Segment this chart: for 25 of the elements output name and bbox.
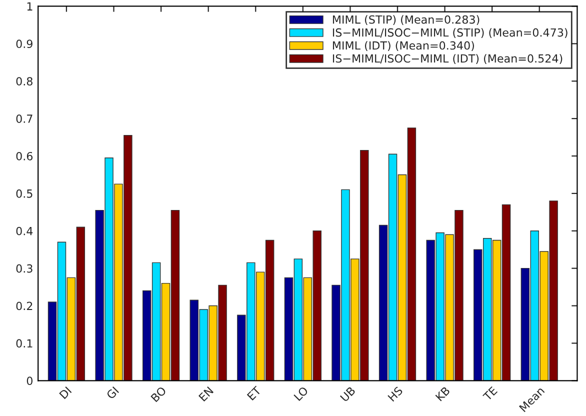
y-tick-label: 1 (27, 2, 32, 10)
y-tick-label: 0.6 (16, 152, 33, 160)
x-tick-label: LO (294, 386, 309, 402)
y-tick-label: 0.4 (16, 226, 33, 236)
legend-label: IS−MIML/ISOC−MIML (IDT) (Mean=0.524) (332, 54, 562, 64)
y-tick-label: 0.7 (16, 114, 32, 123)
y-tick-label: 0.1 (16, 339, 32, 348)
x-tick-label: EN (198, 386, 214, 402)
legend-label: MIML (IDT) (Mean=0.340) (332, 41, 474, 51)
y-tick-label: 0.9 (16, 40, 32, 48)
x-tick-label: UB (340, 386, 356, 402)
x-tick-label: BO (150, 386, 167, 402)
x-tick-label: TE (482, 386, 498, 402)
x-tick-label: DI (59, 386, 72, 400)
x-tick-label: KB (435, 386, 450, 402)
x-tick-label: ET (246, 386, 262, 400)
x-tick-label: HS (388, 386, 404, 402)
y-tick-label: 0 (26, 376, 32, 386)
y-tick-label: 0.5 (16, 189, 32, 198)
y-tick-label: 0.8 (16, 77, 32, 86)
y-tick-label: 0.2 (16, 302, 32, 310)
y-tick-label: 0.3 (16, 264, 32, 273)
legend-label: IS−MIML/ISOC−MIML (STIP) (Mean=0.473) (332, 28, 568, 38)
legend-label: MIML (STIP) (Mean=0.283) (332, 15, 480, 26)
x-tick-label: GI (106, 386, 120, 400)
